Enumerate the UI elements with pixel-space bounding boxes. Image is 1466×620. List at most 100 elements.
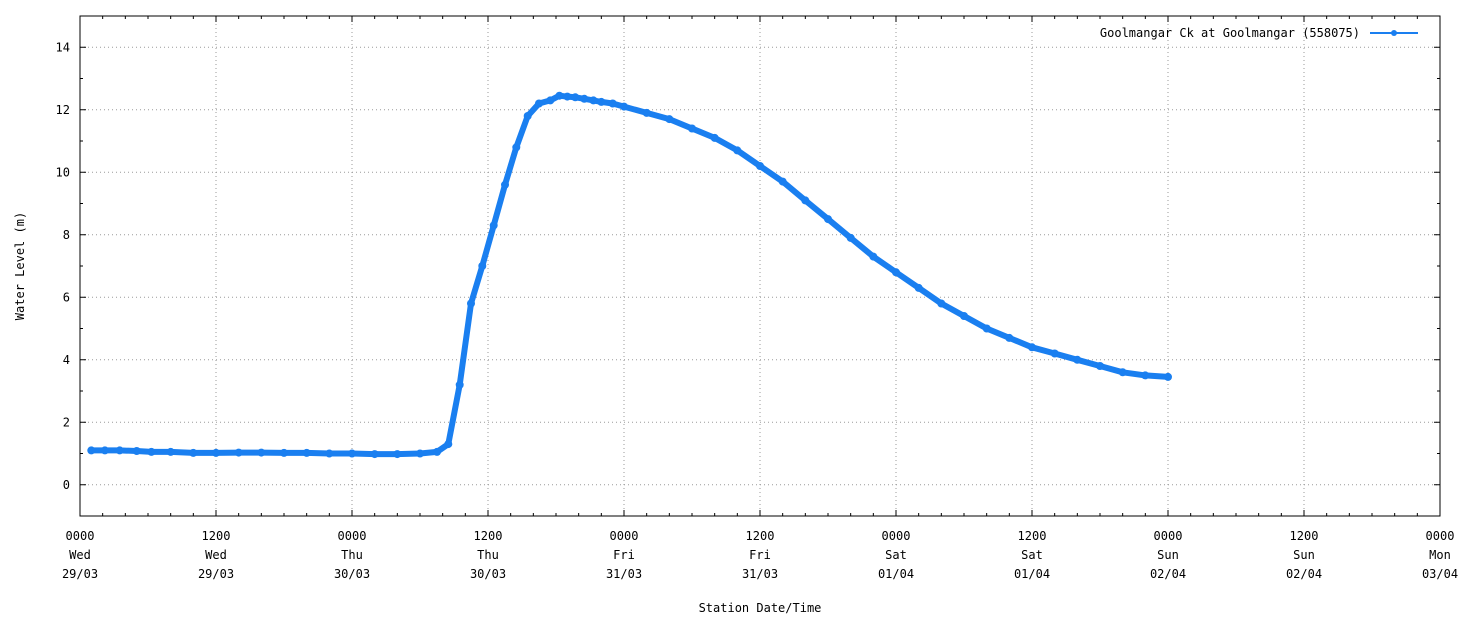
data-point: [960, 312, 968, 320]
y-axis-title: Water Level (m): [13, 212, 27, 320]
x-tick-label: Sun: [1157, 548, 1179, 562]
tick-labels: 0 2 4 6 8 10 12 14 0000 Wed 29/03 1200 Wed 29/03 0000 T…: [56, 40, 1459, 581]
data-point: [1164, 372, 1172, 381]
data-point: [115, 446, 124, 455]
data-point: [147, 447, 156, 456]
x-tick-label: 1200: [474, 529, 503, 543]
series-line: [88, 92, 1171, 458]
data-point: [580, 94, 589, 103]
x-tick-label: 03/04: [1422, 567, 1458, 581]
data-point: [546, 96, 555, 105]
data-point: [688, 124, 696, 133]
x-tick-label: 30/03: [470, 567, 506, 581]
data-point: [523, 112, 532, 120]
data-point: [597, 97, 606, 106]
data-point: [325, 449, 334, 458]
x-tick-label: Wed: [69, 548, 91, 562]
x-tick-label: 01/04: [1014, 567, 1050, 581]
data-point: [1073, 355, 1082, 364]
data-point: [1050, 349, 1059, 358]
data-point: [478, 262, 487, 270]
x-tick-label: 01/04: [878, 567, 914, 581]
x-tick-label: 0000: [610, 529, 639, 543]
data-point: [535, 99, 543, 108]
data-point: [892, 268, 900, 277]
data-point: [824, 215, 832, 224]
series-layer: [87, 91, 1172, 459]
data-point: [512, 143, 521, 152]
x-tick-label: Wed: [205, 548, 227, 562]
data-point: [489, 221, 498, 230]
data-point: [1005, 333, 1014, 342]
data-point: [869, 252, 878, 261]
data-point: [166, 447, 175, 456]
y-tick-label: 14: [56, 40, 70, 54]
data-point: [563, 92, 572, 101]
data-point: [1141, 371, 1150, 380]
data-point: [467, 299, 475, 308]
data-point: [589, 96, 598, 105]
x-tick-label: 02/04: [1286, 567, 1322, 581]
x-tick-label: 31/03: [742, 567, 778, 581]
data-point: [257, 448, 266, 457]
y-tick-label: 4: [63, 353, 70, 367]
data-point: [756, 162, 764, 170]
x-tick-label: Sat: [885, 548, 907, 562]
data-point: [370, 450, 379, 459]
x-tick-label: 0000: [338, 529, 367, 543]
data-point: [189, 448, 198, 457]
data-point: [433, 447, 441, 456]
grid: [80, 16, 1440, 516]
data-point: [608, 99, 617, 108]
x-tick-label: 0000: [882, 529, 911, 543]
data-point: [455, 380, 464, 389]
data-point: [846, 233, 855, 242]
x-tick-label: Fri: [613, 548, 635, 562]
data-point: [444, 440, 453, 449]
x-tick-label: 0000: [1154, 529, 1183, 543]
x-tick-label: 1200: [1018, 529, 1047, 543]
x-tick-label: 30/03: [334, 567, 370, 581]
x-tick-label: Thu: [341, 548, 363, 562]
y-tick-label: 12: [56, 103, 70, 117]
x-tick-label: 31/03: [606, 567, 642, 581]
x-tick-label: Sat: [1021, 548, 1043, 562]
data-point: [416, 449, 424, 458]
data-point: [1096, 362, 1104, 370]
x-tick-label: 29/03: [62, 567, 98, 581]
y-tick-label: 8: [63, 228, 70, 242]
x-tick-label: Mon: [1429, 548, 1451, 562]
x-tick-label: 02/04: [1150, 567, 1186, 581]
data-point: [393, 450, 402, 459]
data-point: [501, 180, 509, 189]
data-point: [982, 324, 991, 333]
x-tick-label: 1200: [1290, 529, 1319, 543]
y-tick-label: 6: [63, 290, 70, 304]
data-point: [1118, 368, 1127, 377]
data-point: [710, 133, 719, 142]
data-point: [665, 115, 674, 124]
legend-marker: [1391, 30, 1397, 36]
data-point: [234, 448, 243, 457]
data-point: [801, 196, 810, 205]
data-point: [914, 283, 923, 292]
data-point: [642, 108, 651, 117]
x-tick-label: 1200: [202, 529, 231, 543]
y-tick-label: 0: [63, 478, 70, 492]
data-point: [212, 448, 220, 457]
legend: Goolmangar Ck at Goolmangar (558075): [1100, 26, 1418, 40]
data-point: [620, 102, 628, 111]
data-point: [100, 446, 109, 455]
data-point: [571, 93, 580, 102]
x-tick-label: Thu: [477, 548, 499, 562]
x-tick-label: 0000: [66, 529, 95, 543]
axis-ticks: [79, 15, 1441, 517]
y-tick-label: 10: [56, 165, 70, 179]
data-point: [778, 177, 787, 186]
x-tick-label: 29/03: [198, 567, 234, 581]
data-point: [733, 146, 742, 155]
data-point: [348, 449, 356, 458]
x-axis-title: Station Date/Time: [699, 601, 822, 615]
